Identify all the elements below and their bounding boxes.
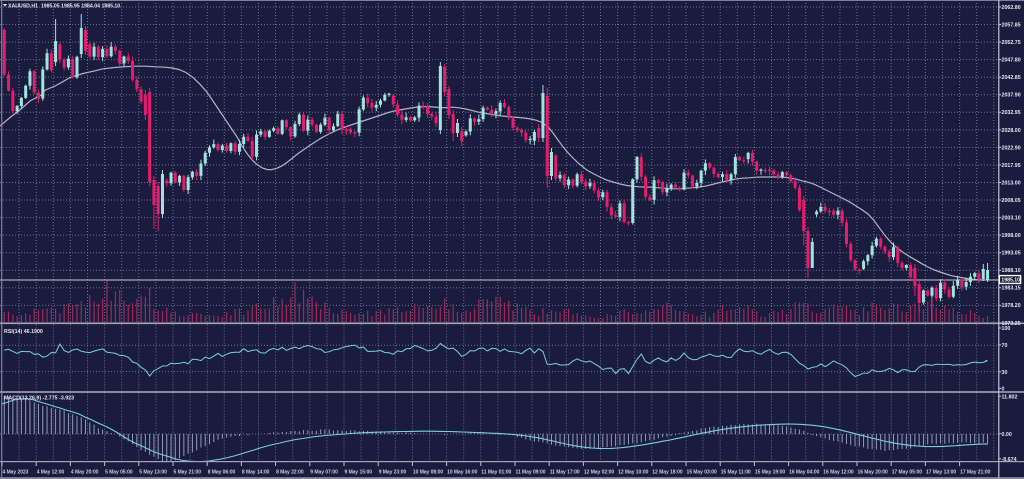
svg-text:16 May 20:00: 16 May 20:00	[858, 469, 889, 475]
svg-text:17 May 05:00: 17 May 05:00	[892, 469, 923, 475]
svg-text:15 May 03:00: 15 May 03:00	[687, 469, 718, 475]
svg-text:1973.25: 1973.25	[1002, 321, 1021, 327]
svg-text:0: 0	[1002, 386, 1005, 392]
svg-text:2047.80: 2047.80	[1002, 58, 1021, 64]
svg-text:17 May 21:00: 17 May 21:00	[960, 469, 991, 475]
svg-text:2057.85: 2057.85	[1002, 22, 1021, 28]
svg-text:2008.05: 2008.05	[1002, 198, 1021, 204]
svg-text:15 May 19:00: 15 May 19:00	[755, 469, 786, 475]
svg-text:1998.00: 1998.00	[1002, 233, 1021, 239]
svg-text:30: 30	[1002, 370, 1008, 376]
svg-text:8 May 22:00: 8 May 22:00	[276, 469, 304, 475]
svg-text:5 May 21:00: 5 May 21:00	[174, 469, 202, 475]
svg-text:4 May 20:00: 4 May 20:00	[71, 469, 99, 475]
svg-text:1983.15: 1983.15	[1002, 286, 1021, 292]
svg-text:5 May 13:00: 5 May 13:00	[139, 469, 167, 475]
svg-text:MACD(12,26,9) -2.775 -3.923: MACD(12,26,9) -2.775 -3.923	[4, 396, 74, 402]
svg-text:1993.05: 1993.05	[1002, 251, 1021, 257]
svg-text:XAUUSD,H1 1985.05 1985.95 198: XAUUSD,H1 1985.05 1985.95 1984.04 1985.1…	[8, 4, 120, 10]
svg-text:16 May 12:00: 16 May 12:00	[823, 469, 854, 475]
svg-text:2017.95: 2017.95	[1002, 163, 1021, 169]
svg-text:1988.10: 1988.10	[1002, 268, 1021, 274]
svg-text:17 May 13:00: 17 May 13:00	[926, 469, 957, 475]
svg-text:8 May 14:00: 8 May 14:00	[242, 469, 270, 475]
svg-text:8 May 06:00: 8 May 06:00	[208, 469, 236, 475]
svg-text:15 May 11:00: 15 May 11:00	[721, 469, 751, 475]
svg-text:12 May 02:00: 12 May 02:00	[584, 469, 615, 475]
svg-text:10 May 08:00: 10 May 08:00	[413, 469, 444, 475]
svg-text:-8.674: -8.674	[1002, 457, 1017, 463]
svg-text:12 May 18:00: 12 May 18:00	[652, 469, 683, 475]
svg-text:2037.90: 2037.90	[1002, 93, 1021, 99]
svg-text:11.802: 11.802	[1002, 394, 1018, 400]
svg-text:2013.00: 2013.00	[1002, 180, 1021, 186]
svg-text:4 May 2023: 4 May 2023	[3, 469, 29, 475]
svg-text:11 May 09:00: 11 May 09:00	[516, 469, 546, 475]
svg-text:9 May 07:00: 9 May 07:00	[310, 469, 338, 475]
svg-text:RSI(14) 46.1900: RSI(14) 46.1900	[4, 329, 43, 335]
svg-text:100: 100	[1002, 326, 1011, 332]
svg-text:2028.00: 2028.00	[1002, 128, 1021, 134]
svg-text:2052.75: 2052.75	[1002, 40, 1021, 46]
svg-text:4 May 12:00: 4 May 12:00	[37, 469, 65, 475]
svg-text:2022.90: 2022.90	[1002, 145, 1021, 151]
svg-text:0.00: 0.00	[1002, 432, 1012, 438]
svg-text:2042.85: 2042.85	[1002, 75, 1021, 81]
svg-text:1978.20: 1978.20	[1002, 303, 1021, 309]
svg-text:70: 70	[1002, 343, 1008, 349]
svg-text:11 May 01:00: 11 May 01:00	[481, 469, 511, 475]
svg-text:12 May 10:00: 12 May 10:00	[618, 469, 649, 475]
svg-text:2032.95: 2032.95	[1002, 110, 1021, 116]
svg-text:9 May 23:00: 9 May 23:00	[379, 469, 407, 475]
svg-text:2062.80: 2062.80	[1002, 5, 1021, 11]
svg-text:16 May 04:00: 16 May 04:00	[789, 469, 820, 475]
svg-text:9 May 15:00: 9 May 15:00	[345, 469, 373, 475]
svg-text:1985.10: 1985.10	[1001, 278, 1020, 284]
svg-text:5 May 05:00: 5 May 05:00	[105, 469, 133, 475]
svg-text:10 May 16:00: 10 May 16:00	[447, 469, 478, 475]
svg-text:11 May 17:00: 11 May 17:00	[550, 469, 580, 475]
svg-text:2003.10: 2003.10	[1002, 216, 1021, 222]
